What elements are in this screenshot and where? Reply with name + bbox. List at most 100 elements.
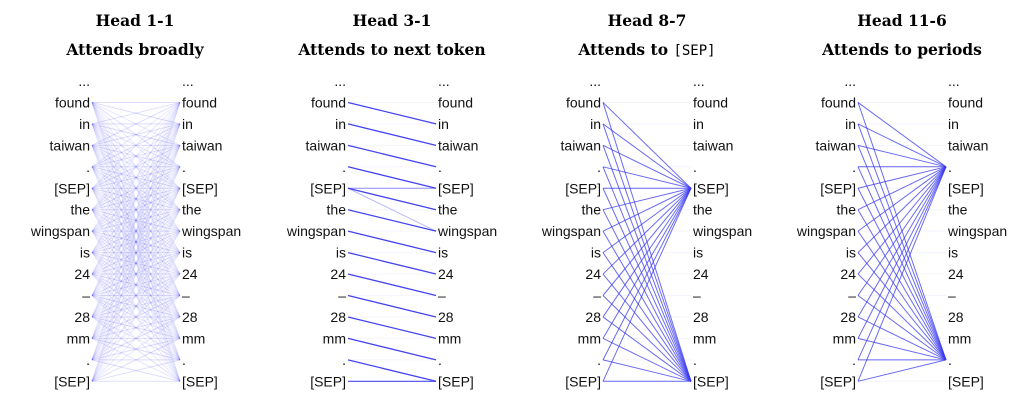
attention-line: [602, 188, 692, 382]
attention-line: [602, 123, 692, 189]
attention-line: [91, 145, 181, 382]
attention-line: [91, 123, 181, 361]
attention-line: [91, 295, 181, 339]
attention-line: [91, 166, 181, 232]
attention-line: [91, 209, 181, 296]
token-right: in: [693, 116, 704, 132]
attention-line: [91, 123, 181, 168]
token-left: taiwan: [50, 137, 90, 153]
token-right: found: [438, 94, 473, 110]
attention-line: [91, 123, 181, 296]
attention-line: [91, 123, 181, 361]
attention-line: [91, 187, 181, 232]
attention-line: [91, 209, 181, 339]
attention-line: [91, 209, 181, 232]
attention-line: [91, 252, 181, 339]
attention-line: [91, 145, 181, 253]
attention-line: [91, 123, 181, 253]
token-right: the: [693, 202, 713, 218]
token-right: in: [948, 116, 959, 132]
attention-line: [91, 166, 181, 339]
attention-line: [91, 144, 181, 211]
token-left: in: [79, 116, 90, 132]
attention-line: [602, 187, 692, 318]
attention-line: [91, 145, 181, 339]
attention-line: [91, 230, 181, 296]
panel-head-title: Head 3-1: [353, 11, 432, 30]
token-left: 28: [74, 309, 90, 325]
attention-line: [602, 209, 692, 382]
attention-line: [91, 145, 181, 275]
attention-line: [91, 166, 181, 382]
attention-line: [91, 123, 181, 189]
attention-line: [91, 188, 181, 361]
attention-line: [91, 102, 181, 296]
attention-line: [602, 144, 692, 189]
token-right: in: [182, 116, 193, 132]
token-right: taiwan: [693, 137, 733, 153]
attention-line: [91, 166, 181, 253]
token-left: ...: [78, 73, 90, 89]
token-right: –: [182, 288, 190, 304]
attention-line: [91, 209, 181, 382]
token-left: ...: [589, 73, 601, 89]
attention-line: [91, 359, 181, 382]
attention-line: [91, 295, 181, 339]
attention-line: [91, 123, 181, 339]
attention-line: [91, 102, 181, 232]
attention-line: [91, 209, 181, 254]
token-left: .: [86, 159, 90, 175]
attention-line: [91, 166, 181, 211]
attention-line: [91, 252, 181, 275]
attention-line: [857, 273, 947, 361]
attention-line: [857, 166, 947, 253]
attention-line: [347, 294, 437, 318]
attention-line: [91, 273, 181, 339]
attention-line: [857, 209, 947, 361]
attention-line: [91, 102, 181, 318]
attention-line: [91, 316, 181, 339]
attention-line: [91, 123, 181, 318]
attention-line: [347, 251, 437, 275]
token-left: [SEP]: [310, 373, 346, 389]
token-right: 28: [438, 309, 454, 325]
attention-line: [91, 166, 181, 232]
attention-line: [91, 230, 181, 254]
attention-line: [91, 102, 181, 253]
attention-line: [91, 166, 181, 189]
panel-subtitle: Attends to periods: [821, 40, 982, 59]
attention-line: [91, 102, 181, 253]
token-right: [SEP]: [948, 373, 984, 389]
attention-line: [91, 144, 181, 168]
token-left: .: [342, 352, 346, 368]
attention-line: [91, 188, 181, 361]
attention-line: [91, 166, 181, 361]
attention-line: [857, 295, 947, 361]
attention-line: [602, 166, 692, 189]
token-right: 28: [948, 309, 964, 325]
attention-line: [91, 123, 181, 189]
token-left: [SEP]: [54, 373, 90, 389]
attention-line: [91, 273, 181, 296]
attention-line: [602, 187, 692, 211]
token-right: 28: [182, 309, 198, 325]
attention-line: [91, 144, 181, 189]
panel-4: Head 11-6 Attends to periods... ... found fo…: [796, 11, 1007, 389]
attention-line: [91, 230, 181, 254]
attention-line: [91, 252, 181, 339]
token-left: .: [597, 352, 601, 368]
panel-subtitle: Attends to [SEP]: [577, 40, 715, 59]
attention-line: [91, 209, 181, 296]
token-left: in: [335, 116, 346, 132]
token-right: mm: [693, 330, 716, 346]
attention-line: [91, 187, 181, 254]
token-left: –: [593, 288, 601, 304]
attention-line: [91, 123, 181, 275]
attention-line: [91, 209, 181, 275]
token-right: found: [182, 94, 217, 110]
attention-line: [91, 102, 181, 168]
panel-head-title: Head 8-7: [608, 11, 687, 30]
token-left: 24: [840, 266, 856, 282]
attention-line: [602, 316, 692, 382]
attention-line: [91, 145, 181, 382]
